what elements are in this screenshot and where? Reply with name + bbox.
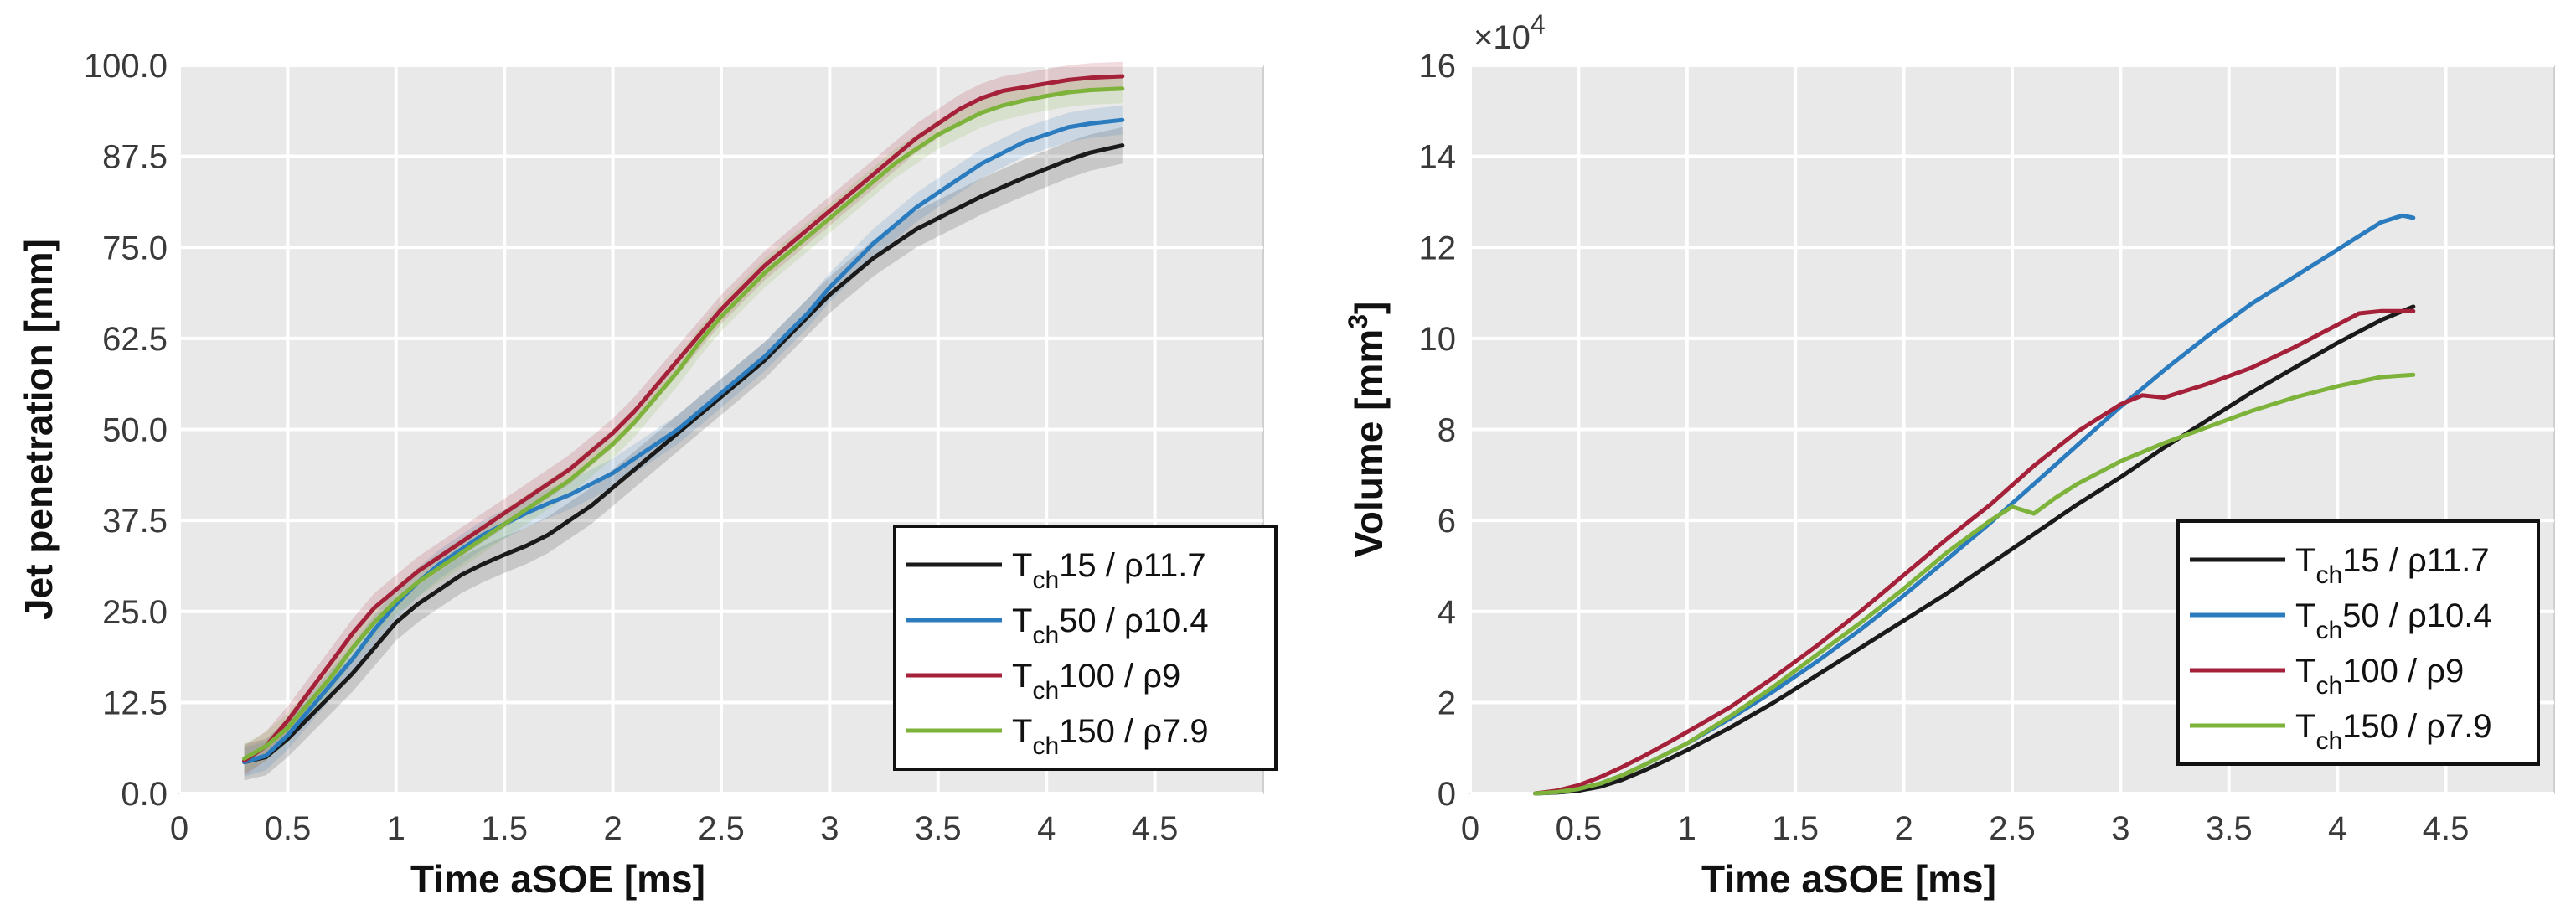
series-line-Tch100	[242, 74, 1125, 763]
legend-label-Tch15: Tch15 / ρ11.7	[1012, 547, 1206, 594]
legend-label-main: T	[2295, 653, 2315, 690]
x-tick-label: 0	[170, 810, 188, 847]
y-axis-label: Jet penetration [mm]	[17, 239, 60, 620]
legend-label-subscript: ch	[2315, 727, 2342, 755]
legend-label-subscript: ch	[1032, 566, 1059, 594]
x-tick-label: 1.5	[481, 810, 528, 847]
y-tick-label: 12	[1419, 230, 1457, 266]
y-tick-label: 12.5	[102, 685, 168, 721]
y-tick-label: 6	[1438, 503, 1456, 540]
x-tick-label: 3	[820, 810, 839, 847]
y-tick-label: 75.0	[102, 230, 168, 266]
y-tick-label: 37.5	[102, 503, 168, 540]
x-axis-label: Time aSOE [ms]	[410, 857, 705, 901]
y-tick-label: 50.0	[102, 412, 168, 449]
series-line-Tch100	[1533, 308, 2416, 796]
axis-exponent-label: ×104	[1474, 9, 1546, 56]
x-tick-label: 2.5	[1989, 810, 2036, 847]
legend-label-subscript: ch	[2315, 672, 2342, 700]
series-line-Tch50	[242, 117, 1125, 765]
legend-label-Tch50: Tch50 / ρ10.4	[1012, 602, 1209, 649]
legend-label-subscript: ch	[1032, 622, 1059, 649]
legend-label-main: T	[1012, 713, 1032, 750]
y-tick-label: 14	[1419, 139, 1457, 176]
legend-label-main: T	[1012, 658, 1032, 695]
chart-panel-1: 0 0.5 1 1.5 2 2.5 3 3.5 4 4.5 0.0 12.5 25.0 37.5 50.0 6…	[17, 48, 1278, 901]
x-tick-label: 4.5	[2423, 810, 2470, 847]
x-tick-label: 4	[2328, 810, 2346, 847]
series-line-Tch15	[242, 143, 1125, 765]
y-tick-label: 25.0	[102, 594, 168, 631]
x-tick-label: 0.5	[1556, 810, 1603, 847]
legend-label-rest: 15 / ρ11.7	[2342, 542, 2489, 579]
y-tick-label: 100.0	[84, 48, 168, 85]
x-tick-label: 0.5	[265, 810, 312, 847]
legend-label-main: T	[1012, 547, 1032, 584]
legend-label-rest: 150 / ρ7.9	[1059, 713, 1208, 750]
legend-label-subscript: ch	[2315, 561, 2342, 589]
x-tick-label: 1	[1678, 810, 1696, 847]
y-tick-label: 4	[1438, 594, 1456, 631]
y-tick-label: 16	[1419, 48, 1457, 85]
legend-label-rest: 150 / ρ7.9	[2342, 708, 2491, 745]
y-tick-label: 2	[1438, 685, 1456, 721]
legend-label-rest: 100 / ρ9	[1059, 658, 1180, 695]
legend-label-subscript: ch	[1032, 732, 1059, 760]
y-tick-label: 62.5	[102, 321, 168, 358]
x-tick-label: 2	[603, 810, 622, 847]
y-tick-label: 0.0	[121, 776, 168, 813]
x-axis-label: Time aSOE [ms]	[1701, 857, 1996, 901]
x-tick-label: 4	[1037, 810, 1056, 847]
legend-label-rest: 50 / ρ10.4	[2342, 597, 2491, 634]
x-tick-label: 3.5	[2206, 810, 2253, 847]
x-tick-label: 1.5	[1772, 810, 1819, 847]
legend-label-main: T	[2295, 597, 2315, 634]
legend-label-Tch100: Tch100 / ρ9	[2295, 653, 2464, 700]
y-tick-label: 0	[1438, 776, 1456, 813]
legend-label-subscript: ch	[2315, 617, 2342, 644]
legend-label-main: T	[1012, 602, 1032, 639]
chart-panel-2: 0 0.5 1 1.5 2 2.5 3 3.5 4 4.5 0 2 4 6 8 10 12 14 16 Time aS…	[1343, 9, 2555, 901]
y-tick-label: 87.5	[102, 139, 168, 176]
x-tick-label: 3.5	[915, 810, 962, 847]
y-axis-label: Volume [mm3]	[1343, 302, 1391, 558]
x-tick-label: 2.5	[698, 810, 745, 847]
y-tick-label: 10	[1419, 321, 1457, 358]
series-line-Tch150	[1533, 372, 2416, 796]
legend-label-Tch150: Tch150 / ρ7.9	[2295, 708, 2492, 755]
series-line-Tch150	[242, 86, 1125, 761]
legend-label-Tch100: Tch100 / ρ9	[1012, 658, 1180, 705]
x-tick-label: 0	[1461, 810, 1479, 847]
x-tick-label: 2	[1894, 810, 1913, 847]
x-tick-label: 3	[2111, 810, 2129, 847]
x-tick-label: 1	[387, 810, 405, 847]
legend-label-rest: 100 / ρ9	[2342, 653, 2464, 690]
y-tick-label: 8	[1438, 412, 1456, 449]
y-axis-label-superscript: 3	[1343, 314, 1373, 329]
legend-label-Tch15: Tch15 / ρ11.7	[2295, 542, 2490, 589]
legend-label-Tch50: Tch50 / ρ10.4	[2295, 597, 2492, 644]
axis-exponent-superscript: 4	[1531, 9, 1546, 39]
y-axis-label-end: ]	[1347, 302, 1391, 314]
x-tick-label: 4.5	[1132, 810, 1179, 847]
legend-label-rest: 15 / ρ11.7	[1059, 547, 1205, 584]
series-line-Tch15	[1533, 304, 2416, 796]
legend-label-subscript: ch	[1032, 677, 1059, 705]
legend-label-main: T	[2295, 708, 2315, 745]
legend-label-Tch150: Tch150 / ρ7.9	[1012, 713, 1209, 760]
legend-label-rest: 50 / ρ10.4	[1059, 602, 1208, 639]
legend-label-main: T	[2295, 542, 2315, 579]
